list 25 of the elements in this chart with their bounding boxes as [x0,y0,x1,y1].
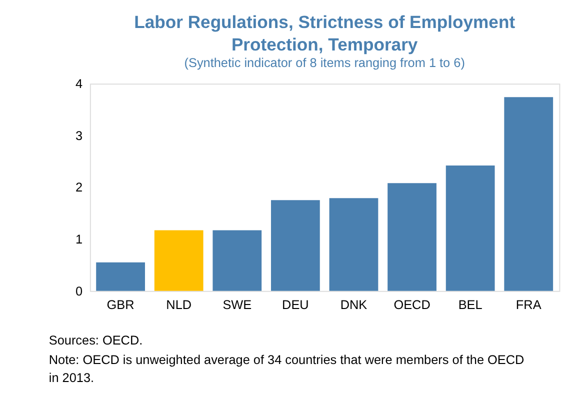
bar [329,198,378,291]
bar [388,183,436,291]
x-tick-label: SWE [222,298,252,312]
y-tick-label: 0 [76,284,83,298]
y-tick-label: 1 [76,232,83,246]
bar [446,165,495,291]
text: Note: OECD is unweighted average of 34 countries that were members of the OECD in 2013. [48,353,524,385]
x-tick-label: OECD [394,298,430,312]
bar [154,230,204,291]
x-tick-label: FRA [516,298,542,312]
chart-subtitle: (Synthetic indicator of 8 items ranging from 1 to 6) [184,56,465,70]
y-tick-label: 3 [76,128,83,143]
x-tick-label: NLD [166,298,192,312]
x-tick-label: GBR [106,298,134,312]
bar [212,230,262,291]
bar [270,200,320,291]
chart-title: Labor Regulations, Strictness of Employment Protection, Temporary [134,12,516,54]
bar [96,262,145,291]
y-tick-label: 2 [76,180,83,195]
source-note: Sources: OECD. [48,334,143,348]
x-tick-label: DNK [340,298,368,312]
bar [504,97,554,291]
x-tick-label: DEU [282,298,309,312]
x-tick-label: BEL [458,298,482,312]
y-tick-label: 4 [76,76,83,91]
